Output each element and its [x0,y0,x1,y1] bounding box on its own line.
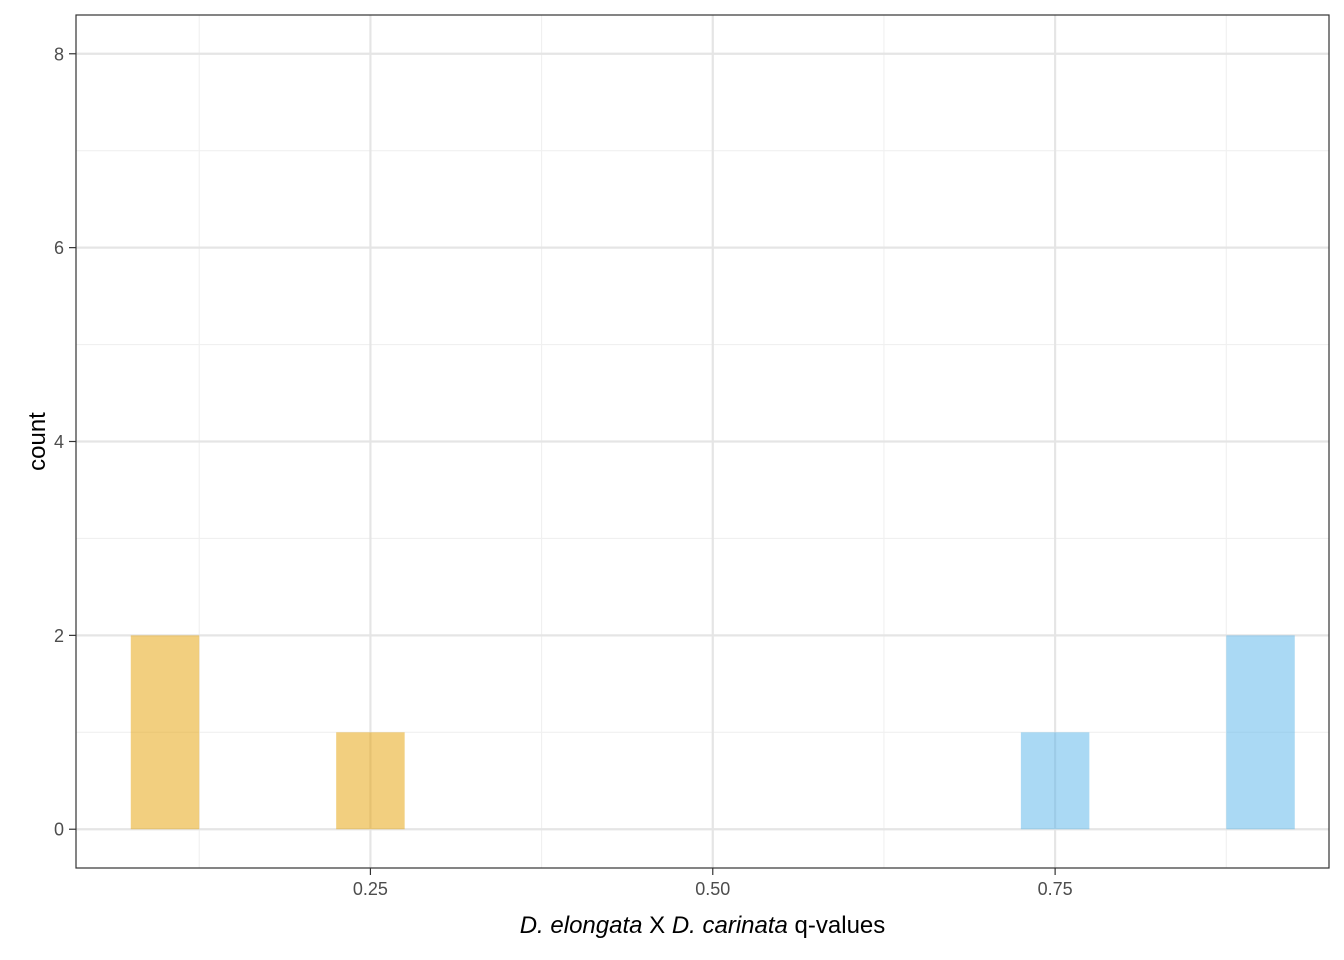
y-axis-title: count [24,412,51,471]
histogram-bars [130,635,1295,830]
x-axis-title-part: D. elongata [520,912,643,939]
x-tick-label: 0.75 [1038,879,1073,899]
histogram-bar-2 [336,732,405,830]
y-axis: 0 2 4 6 8 [54,44,76,840]
x-axis: 0.25 0.50 0.75 [353,868,1073,899]
y-tick-label: 4 [54,432,64,452]
histogram-bar-4 [1226,635,1295,830]
histogram-bar-1 [130,635,200,830]
x-tick-label: 0.25 [353,879,388,899]
y-tick-label: 0 [54,820,64,840]
x-axis-title: D. elongata X D. carinata q-values [520,912,886,939]
x-axis-title-part: X [642,912,671,939]
histogram-bar-3 [1020,732,1090,830]
x-tick-label: 0.50 [695,879,730,899]
y-tick-label: 2 [54,626,64,646]
x-axis-title-part: q-values [788,912,885,939]
major-gridlines [76,15,1329,868]
y-tick-label: 8 [54,44,64,64]
x-axis-title-part: D. carinata [672,912,788,939]
y-tick-label: 6 [54,238,64,258]
